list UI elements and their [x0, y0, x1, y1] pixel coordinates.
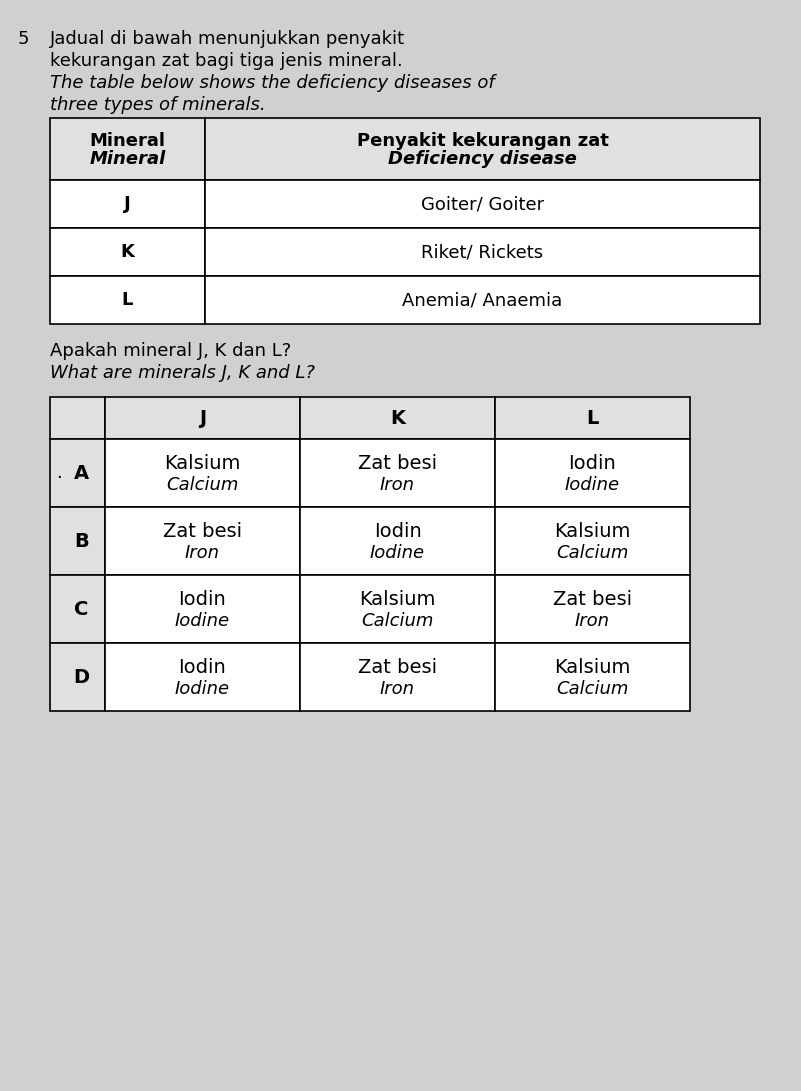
Bar: [300, 397, 495, 439]
Text: D: D: [74, 668, 90, 686]
Text: Iodin: Iodin: [179, 658, 227, 676]
Bar: [50, 276, 205, 324]
Text: Iron: Iron: [575, 612, 610, 630]
Text: Iodine: Iodine: [175, 612, 230, 630]
Bar: [205, 180, 760, 228]
Bar: [205, 276, 760, 324]
Bar: [105, 397, 300, 439]
Text: Kalsium: Kalsium: [164, 454, 240, 472]
Text: Iron: Iron: [380, 476, 415, 494]
Text: Zat besi: Zat besi: [358, 454, 437, 472]
Text: Iron: Iron: [185, 544, 220, 562]
Text: Goiter/ Goiter: Goiter/ Goiter: [421, 195, 544, 213]
Text: Kalsium: Kalsium: [554, 658, 630, 676]
Text: J: J: [124, 195, 131, 213]
Text: K: K: [390, 408, 405, 428]
Text: The table below shows the deficiency diseases of: The table below shows the deficiency dis…: [50, 74, 495, 92]
Bar: [495, 439, 690, 507]
Text: What are minerals J, K and L?: What are minerals J, K and L?: [50, 364, 315, 382]
Bar: [300, 439, 495, 507]
Bar: [495, 507, 690, 575]
Bar: [50, 507, 105, 575]
Bar: [50, 439, 105, 507]
Bar: [495, 575, 690, 643]
Bar: [495, 397, 690, 439]
Text: Iodine: Iodine: [370, 544, 425, 562]
Text: Zat besi: Zat besi: [553, 589, 632, 609]
Bar: [495, 643, 690, 711]
Bar: [105, 439, 300, 507]
Text: Iron: Iron: [380, 680, 415, 698]
Text: Calcium: Calcium: [167, 476, 239, 494]
Text: L: L: [586, 408, 598, 428]
Text: Calcium: Calcium: [557, 544, 629, 562]
Text: Jadual di bawah menunjukkan penyakit: Jadual di bawah menunjukkan penyakit: [50, 29, 405, 48]
Text: K: K: [121, 243, 135, 261]
Bar: [50, 575, 105, 643]
Bar: [300, 507, 495, 575]
Text: A: A: [74, 464, 89, 482]
Text: Mineral: Mineral: [90, 149, 166, 168]
Text: 5: 5: [18, 29, 30, 48]
Text: Calcium: Calcium: [361, 612, 433, 630]
Text: Iodine: Iodine: [175, 680, 230, 698]
Bar: [300, 643, 495, 711]
Bar: [205, 118, 760, 180]
Bar: [105, 507, 300, 575]
Text: Iodine: Iodine: [565, 476, 620, 494]
Text: J: J: [199, 408, 206, 428]
Text: .: .: [56, 464, 62, 482]
Bar: [50, 397, 105, 439]
Text: Riket/ Rickets: Riket/ Rickets: [421, 243, 544, 261]
Text: Calcium: Calcium: [557, 680, 629, 698]
Text: three types of minerals.: three types of minerals.: [50, 96, 266, 113]
Bar: [50, 643, 105, 711]
Bar: [205, 228, 760, 276]
Text: C: C: [74, 599, 89, 619]
Bar: [300, 575, 495, 643]
Text: B: B: [74, 531, 89, 551]
Bar: [105, 643, 300, 711]
Bar: [50, 228, 205, 276]
Text: Apakah mineral J, K dan L?: Apakah mineral J, K dan L?: [50, 341, 292, 360]
Text: Deficiency disease: Deficiency disease: [388, 149, 577, 168]
Bar: [105, 575, 300, 643]
Text: Zat besi: Zat besi: [163, 521, 242, 540]
Text: kekurangan zat bagi tiga jenis mineral.: kekurangan zat bagi tiga jenis mineral.: [50, 52, 403, 70]
Bar: [50, 118, 205, 180]
Text: Iodin: Iodin: [569, 454, 617, 472]
Bar: [50, 180, 205, 228]
Text: Penyakit kekurangan zat: Penyakit kekurangan zat: [356, 132, 609, 149]
Text: Iodin: Iodin: [179, 589, 227, 609]
Text: Kalsium: Kalsium: [360, 589, 436, 609]
Text: Mineral: Mineral: [90, 132, 166, 149]
Text: Kalsium: Kalsium: [554, 521, 630, 540]
Text: Anemia/ Anaemia: Anemia/ Anaemia: [402, 291, 562, 309]
Text: Zat besi: Zat besi: [358, 658, 437, 676]
Text: Iodin: Iodin: [373, 521, 421, 540]
Text: L: L: [122, 291, 133, 309]
